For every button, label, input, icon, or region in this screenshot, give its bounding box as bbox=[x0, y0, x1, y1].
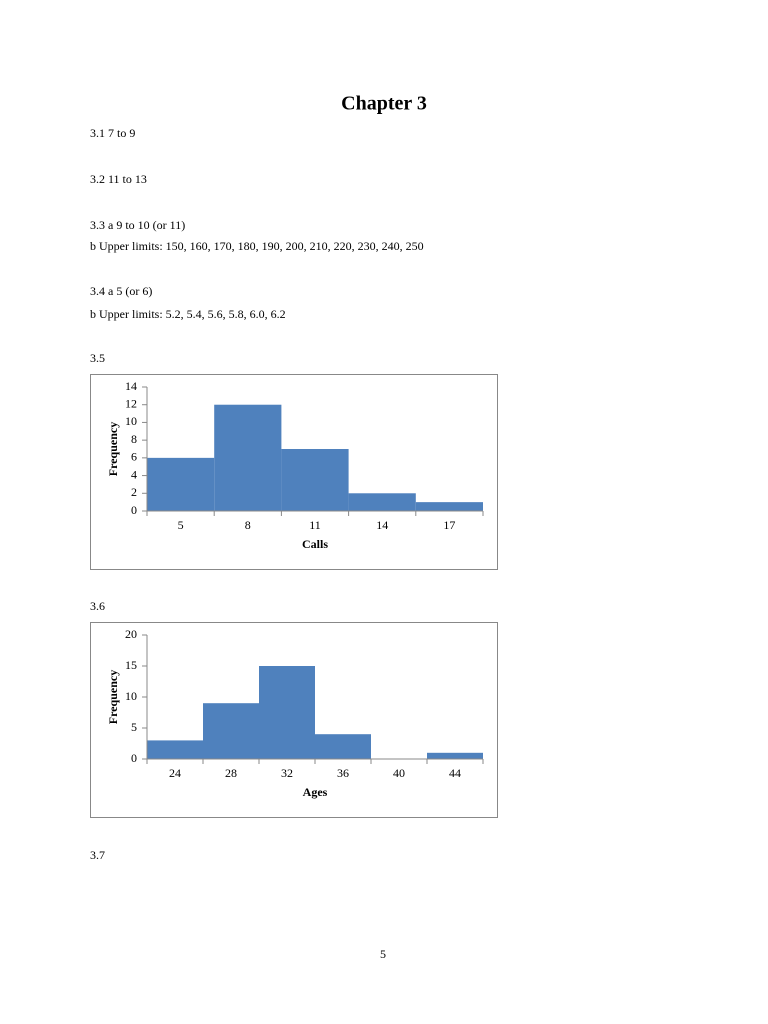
y-tick-label: 12 bbox=[125, 396, 137, 410]
x-axis-title: Calls bbox=[302, 537, 328, 551]
chart-frame bbox=[90, 622, 498, 818]
x-tick-label: 11 bbox=[309, 518, 321, 532]
y-tick-label: 6 bbox=[131, 450, 137, 464]
y-tick-label: 10 bbox=[125, 689, 137, 703]
y-tick-label: 10 bbox=[125, 414, 137, 428]
x-tick-label: 28 bbox=[225, 766, 237, 780]
text-line: 3.6 bbox=[90, 599, 105, 613]
text-line: b Upper limits: 5.2, 5.4, 5.6, 5.8, 6.0,… bbox=[90, 307, 286, 321]
bar bbox=[147, 740, 203, 759]
x-tick-label: 5 bbox=[178, 518, 184, 532]
y-tick-label: 4 bbox=[131, 467, 137, 481]
y-axis-title: Frequency bbox=[106, 670, 120, 724]
page-number: 5 bbox=[380, 947, 386, 961]
text-line: 3.5 bbox=[90, 351, 105, 365]
text-line: 3.4 a 5 (or 6) bbox=[90, 284, 152, 298]
bar bbox=[427, 752, 483, 759]
bar bbox=[281, 449, 349, 511]
y-tick-label: 15 bbox=[125, 658, 137, 672]
y-tick-label: 0 bbox=[131, 751, 137, 765]
bar bbox=[259, 666, 315, 759]
chapter-title: Chapter 3 bbox=[341, 93, 427, 115]
chart-frame bbox=[90, 374, 498, 570]
y-tick-label: 20 bbox=[125, 627, 137, 641]
text-line: 3.7 bbox=[90, 848, 105, 862]
text-line: 3.1 7 to 9 bbox=[90, 126, 135, 140]
x-tick-label: 17 bbox=[443, 518, 455, 532]
x-tick-label: 14 bbox=[376, 518, 388, 532]
x-tick-label: 24 bbox=[169, 766, 181, 780]
y-tick-label: 8 bbox=[131, 432, 137, 446]
x-tick-label: 40 bbox=[393, 766, 405, 780]
text-line: 3.3 a 9 to 10 (or 11) bbox=[90, 218, 185, 232]
bar bbox=[315, 734, 371, 759]
bar bbox=[147, 457, 215, 511]
y-tick-label: 5 bbox=[131, 720, 137, 734]
y-tick-label: 2 bbox=[131, 485, 137, 499]
x-tick-label: 44 bbox=[449, 766, 461, 780]
y-tick-label: 0 bbox=[131, 503, 137, 517]
y-tick-label: 14 bbox=[125, 379, 137, 393]
bar bbox=[348, 493, 416, 511]
bar bbox=[203, 703, 259, 759]
x-tick-label: 36 bbox=[337, 766, 349, 780]
bar bbox=[415, 502, 483, 511]
bar bbox=[214, 404, 282, 511]
x-tick-label: 8 bbox=[245, 518, 251, 532]
x-tick-label: 32 bbox=[281, 766, 293, 780]
text-line: 3.2 11 to 13 bbox=[90, 172, 147, 186]
y-axis-title: Frequency bbox=[106, 422, 120, 476]
text-line: b Upper limits: 150, 160, 170, 180, 190,… bbox=[90, 239, 424, 253]
x-axis-title: Ages bbox=[303, 785, 328, 799]
